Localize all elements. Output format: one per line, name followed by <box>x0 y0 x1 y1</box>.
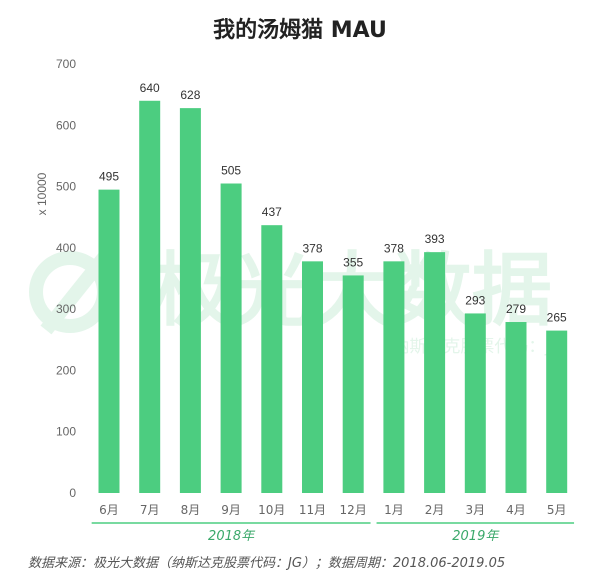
x-tick-label: 12月 <box>340 503 367 517</box>
x-tick-label: 8月 <box>181 503 201 517</box>
x-tick-label: 10月 <box>258 503 285 517</box>
bar <box>546 330 568 493</box>
data-label: 293 <box>465 293 485 307</box>
data-labels: 495 640 628 505 437 378 355 378 393 293 279 265 <box>99 81 567 325</box>
x-tick-label: 11月 <box>299 503 326 517</box>
data-label: 378 <box>384 241 404 255</box>
x-tick-label: 5月 <box>547 503 567 517</box>
data-label: 505 <box>221 164 241 178</box>
x-tick-label: 4月 <box>506 503 526 517</box>
bars <box>98 100 568 494</box>
x-tick-label: 2月 <box>425 503 445 517</box>
year-group-label: 2018年 <box>208 529 256 544</box>
bar <box>505 322 527 493</box>
y-tick-label: 700 <box>56 57 76 71</box>
data-source-note: 数据来源：极光大数据（纳斯达克股票代码：JG）；数据周期：2018.06-201… <box>28 556 506 571</box>
bar <box>261 225 283 493</box>
x-tick-label: 9月 <box>221 503 241 517</box>
x-axis: 6月 7月 8月 9月 10月 11月 12月 1月 2月 3月 4月 5月 <box>99 503 566 517</box>
bar <box>302 261 323 493</box>
bar <box>139 100 161 494</box>
x-tick-label: 3月 <box>465 503 485 517</box>
y-tick-label: 100 <box>56 425 76 439</box>
x-tick-label: 1月 <box>384 503 404 517</box>
chart-title: 我的汤姆猫 MAU <box>213 18 387 43</box>
y-tick-label: 300 <box>56 302 76 316</box>
bar <box>342 275 364 493</box>
data-label: 355 <box>343 255 363 269</box>
bar <box>464 313 486 493</box>
bar <box>424 252 446 493</box>
y-axis: 0 100 200 300 400 500 600 700 x 10000 <box>35 57 76 500</box>
bar <box>220 183 242 493</box>
bar <box>383 261 405 493</box>
data-label: 495 <box>99 170 119 184</box>
x-tick-label: 6月 <box>99 503 119 517</box>
y-tick-label: 600 <box>56 118 76 132</box>
y-axis-label: x 10000 <box>35 172 49 215</box>
data-label: 628 <box>180 88 200 102</box>
y-tick-label: 400 <box>56 241 76 255</box>
x-tick-label: 7月 <box>140 503 160 517</box>
data-label: 279 <box>506 302 526 316</box>
year-groups: 2018年 2019年 <box>91 522 575 544</box>
year-group-label: 2019年 <box>452 529 500 544</box>
bar <box>179 108 201 493</box>
data-label: 437 <box>262 205 282 219</box>
y-tick-label: 0 <box>69 486 76 500</box>
y-tick-label: 200 <box>56 363 76 377</box>
bar <box>98 189 120 493</box>
data-label: 378 <box>302 241 322 255</box>
data-label: 640 <box>140 81 160 95</box>
y-tick-label: 500 <box>56 180 76 194</box>
data-label: 265 <box>547 311 567 325</box>
data-label: 393 <box>425 232 445 246</box>
